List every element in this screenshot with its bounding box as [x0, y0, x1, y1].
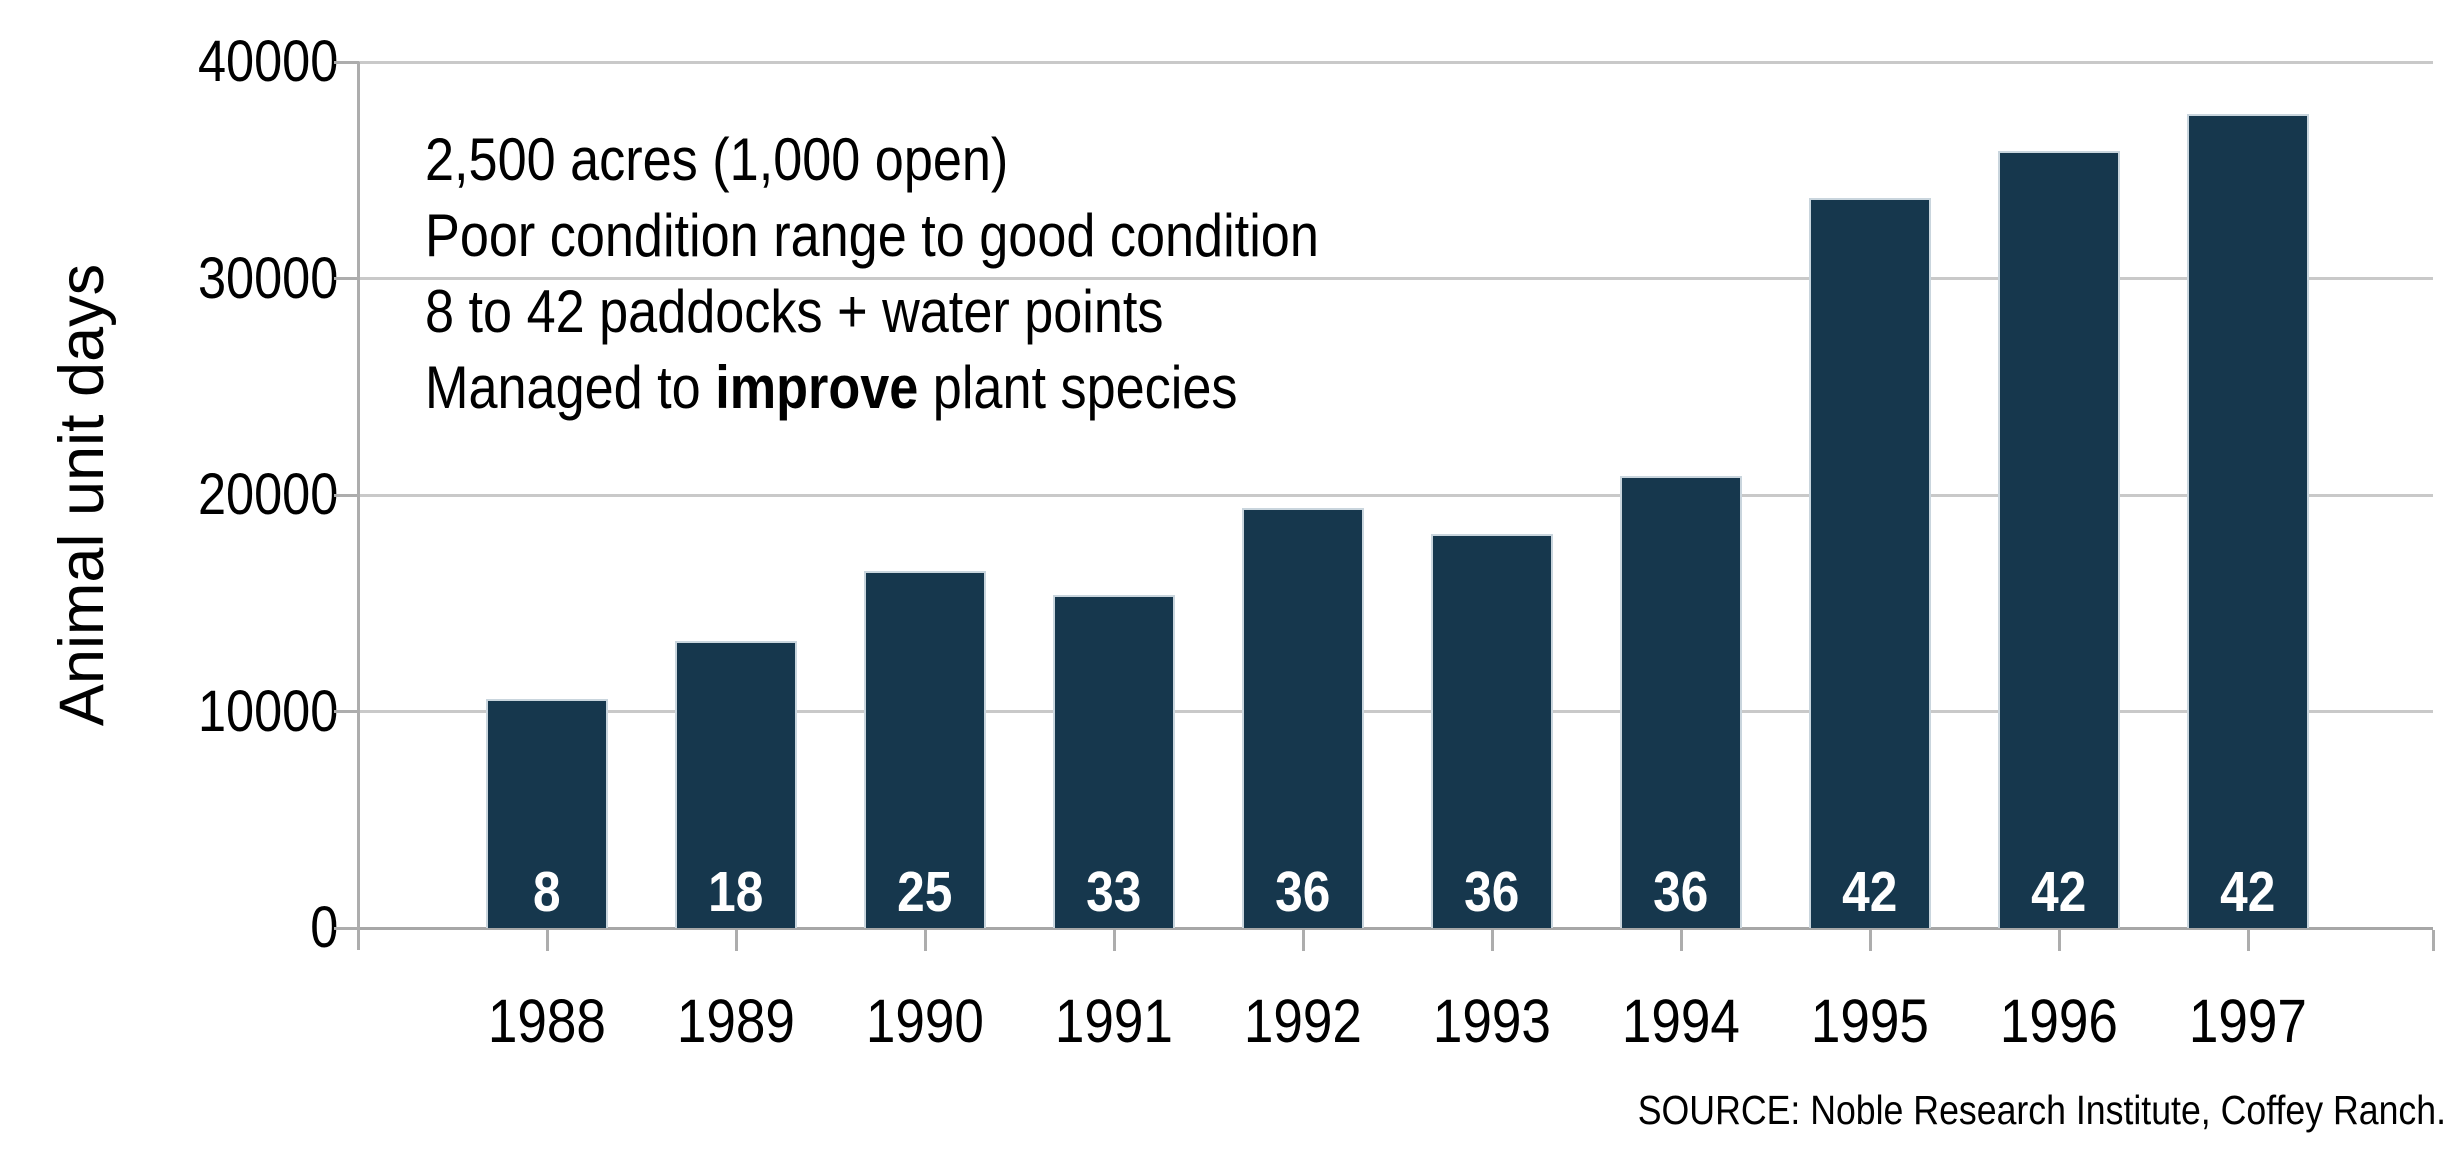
x-axis-label-1996: 1996 — [1965, 988, 2153, 1054]
source-text: SOURCE: Noble Research Institute, Coffey… — [1637, 1087, 2446, 1133]
x-tick-mark — [2057, 930, 2061, 951]
x-axis-label-text: 1990 — [865, 987, 985, 1055]
annotation-line4-suffix: plant species — [918, 354, 1238, 421]
y-tick-label-text: 20000 — [197, 462, 338, 527]
annotation-line4-prefix: Managed to — [425, 354, 716, 421]
bar-1997: 42 — [2187, 113, 2309, 928]
bar-value-label: 33 — [1053, 862, 1175, 922]
bar-value-text: 36 — [1464, 859, 1520, 924]
annotation-line4-bold: improve — [715, 354, 919, 421]
x-axis-label-text: 1991 — [1054, 987, 1174, 1055]
y-tick-label-text: 40000 — [197, 29, 338, 94]
x-axis-label-text: 1995 — [1810, 987, 1930, 1055]
x-axis-label-text: 1988 — [487, 987, 607, 1055]
bar-1989: 18 — [675, 641, 797, 928]
bar-value-text: 8 — [533, 859, 561, 924]
bar-value-label: 36 — [1620, 862, 1742, 922]
x-axis-label-1992: 1992 — [1209, 988, 1397, 1054]
y-axis-line — [357, 62, 360, 950]
x-axis-label-1989: 1989 — [642, 988, 830, 1054]
bar-value-text: 33 — [1086, 859, 1142, 924]
x-tick-mark — [1868, 930, 1872, 951]
annotation-line-4: Managed to improve plant species — [425, 350, 1452, 426]
y-tick-label: 30000 — [80, 243, 338, 315]
x-axis-label-1994: 1994 — [1587, 988, 1775, 1054]
y-tick-label: 20000 — [80, 459, 338, 531]
bar-value-text: 18 — [708, 859, 764, 924]
bar-1996: 42 — [1998, 150, 2120, 928]
bar-value-label: 25 — [864, 862, 986, 922]
bar-value-text: 42 — [2031, 859, 2087, 924]
x-axis-label-1997: 1997 — [2154, 988, 2342, 1054]
y-tick-mark — [334, 277, 359, 280]
x-tick-mark — [923, 930, 927, 951]
bar-value-text: 36 — [1653, 859, 1709, 924]
bar-1994: 36 — [1620, 475, 1742, 928]
bar-value-label: 42 — [2187, 862, 2309, 922]
x-tick-mark — [2246, 930, 2250, 951]
y-tick-label: 40000 — [80, 26, 338, 98]
x-axis-label-text: 1992 — [1243, 987, 1363, 1055]
x-axis-label-1990: 1990 — [831, 988, 1019, 1054]
y-tick-mark — [334, 60, 359, 64]
annotation-text: 8 to 42 paddocks + water points — [425, 278, 1164, 345]
bar-1993: 36 — [1431, 533, 1553, 928]
bar-value-text: 36 — [1275, 859, 1331, 924]
annotation-line-2: Poor condition range to good condition — [425, 198, 1452, 274]
bar-value-label: 42 — [1809, 862, 1931, 922]
annotation-line-3: 8 to 42 paddocks + water points — [425, 274, 1452, 350]
gridline-40000 — [359, 60, 2433, 64]
x-tick-mark — [1490, 930, 1494, 951]
bar-1991: 33 — [1053, 594, 1175, 928]
bar-value-label: 8 — [486, 862, 608, 922]
x-axis-label-text: 1997 — [2188, 987, 2308, 1055]
x-tick-mark — [1301, 930, 1305, 951]
bar-value-text: 25 — [897, 859, 953, 924]
y-tick-mark — [334, 926, 359, 930]
x-axis-end-tick — [2431, 930, 2435, 951]
x-tick-mark — [734, 930, 738, 951]
x-tick-mark — [545, 930, 549, 951]
x-tick-mark — [1112, 930, 1116, 951]
y-tick-label-text: 10000 — [197, 678, 338, 744]
bar-1990: 25 — [864, 570, 986, 928]
gridline-20000 — [359, 493, 2433, 497]
x-axis-label-text: 1994 — [1621, 987, 1741, 1055]
bar-value-text: 42 — [2220, 859, 2276, 924]
x-axis-label-1995: 1995 — [1776, 988, 1964, 1054]
y-tick-label-text: 0 — [309, 895, 338, 960]
x-tick-mark — [1679, 930, 1683, 951]
bar-1995: 42 — [1809, 198, 1931, 928]
annotation-block: 2,500 acres (1,000 open) Poor condition … — [425, 122, 1452, 426]
bar-value-text: 42 — [1842, 859, 1898, 924]
annotation-text: 2,500 acres (1,000 open) — [425, 126, 1009, 193]
bar-value-label: 18 — [675, 862, 797, 922]
gridline-30000 — [359, 277, 2433, 280]
gridline-10000 — [359, 710, 2433, 713]
bar-value-label: 42 — [1998, 862, 2120, 922]
y-tick-label-text: 30000 — [197, 245, 338, 311]
annotation-text: Managed to improve plant species — [425, 350, 1237, 426]
y-tick-label: 10000 — [80, 676, 338, 748]
y-tick-mark — [334, 493, 359, 497]
x-axis-baseline — [359, 926, 2433, 930]
x-axis-label-1993: 1993 — [1398, 988, 1586, 1054]
x-axis-label-text: 1996 — [1999, 987, 2119, 1055]
annotation-text: Poor condition range to good condition — [425, 202, 1319, 269]
x-axis-label-1991: 1991 — [1020, 988, 1208, 1054]
bar-value-label: 36 — [1431, 862, 1553, 922]
y-tick-mark — [334, 710, 359, 713]
y-tick-label: 0 — [80, 892, 338, 964]
source-credit: SOURCE: Noble Research Institute, Coffey… — [1517, 1086, 2446, 1134]
x-axis-label-1988: 1988 — [453, 988, 641, 1054]
bar-value-label: 36 — [1242, 862, 1364, 922]
annotation-line-1: 2,500 acres (1,000 open) — [425, 122, 1452, 198]
bar-1988: 8 — [486, 698, 608, 928]
x-axis-label-text: 1993 — [1432, 987, 1552, 1055]
bar-1992: 36 — [1242, 507, 1364, 928]
x-axis-label-text: 1989 — [676, 987, 796, 1055]
